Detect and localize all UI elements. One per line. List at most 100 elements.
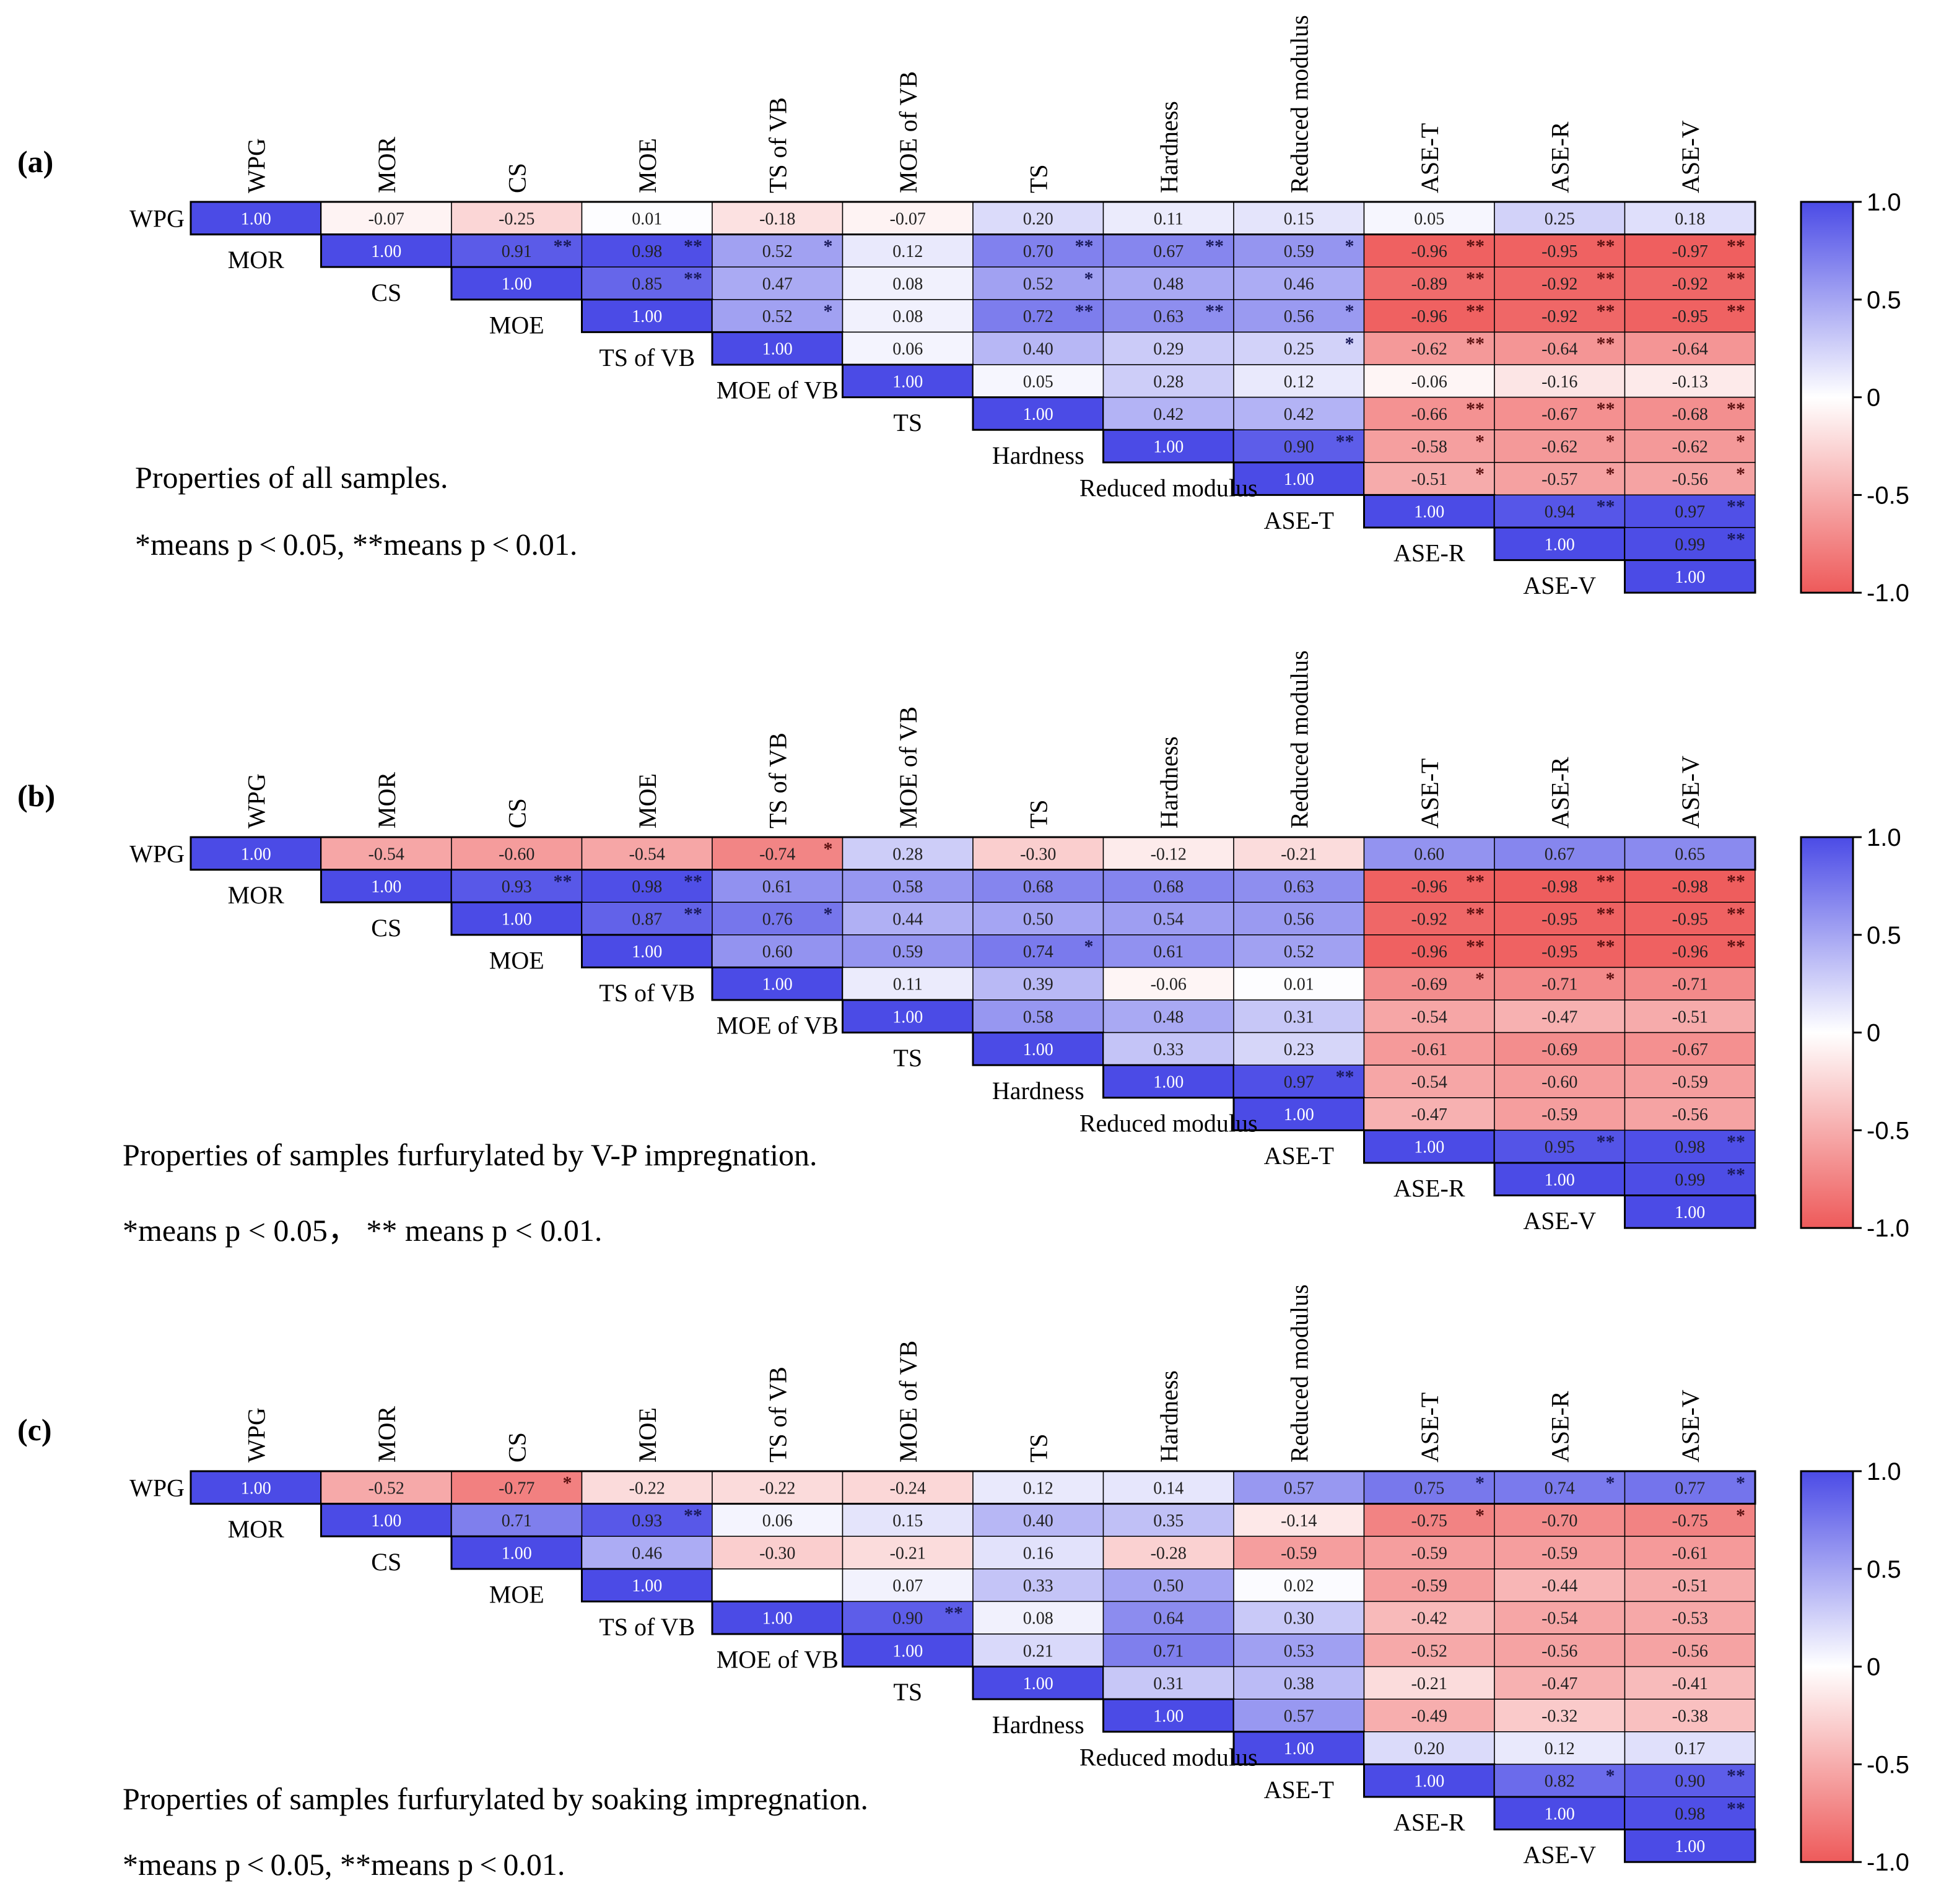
cell-value: 1.00 [1153, 1707, 1184, 1726]
row-label: MOE of VB [717, 376, 839, 404]
cell-value: 0.11 [893, 975, 923, 994]
cell-value: 0.71 [1153, 1641, 1184, 1661]
cell-value: -0.64 [1541, 340, 1577, 359]
heatmap-cell [1102, 902, 1234, 936]
heatmap-cell [1102, 1536, 1234, 1570]
cell-value: 0.91 [502, 242, 532, 261]
heatmap-cell [1232, 1097, 1365, 1131]
cell-value: 0.48 [1153, 1007, 1184, 1027]
cell-value: 0.12 [1545, 1739, 1575, 1758]
cell-value: 0.52 [762, 242, 793, 261]
top-row-frame [190, 836, 1756, 871]
cell-value: 0.01 [1284, 975, 1314, 994]
cell-value: -0.51 [1672, 1576, 1708, 1596]
heatmap-cell [1363, 1633, 1495, 1667]
heatmap-cell [1233, 299, 1365, 333]
significance-mark: ** [944, 1603, 963, 1624]
heatmap-cell [1363, 967, 1495, 1001]
heatmap-cell [1102, 1032, 1234, 1066]
cell-value: 0.63 [1284, 877, 1314, 897]
cell-value: -0.61 [1411, 1040, 1447, 1059]
cell-value: 1.00 [1675, 1203, 1705, 1222]
column-label: TS [1024, 1433, 1052, 1463]
column-label: TS [1024, 799, 1052, 828]
cell-value: -0.16 [1541, 372, 1577, 391]
heatmap-cell [712, 902, 844, 936]
top-row-frame [190, 201, 1756, 236]
colorbar [1800, 836, 1854, 1229]
column-label: WPG [242, 138, 270, 193]
colorbar-tick-label: -1.0 [1867, 1215, 1909, 1242]
cell-value: 0.74 [1023, 942, 1053, 962]
cell-value: 0.12 [892, 242, 923, 261]
cell-value: 0.93 [502, 877, 532, 897]
cell-value: -0.92 [1411, 910, 1447, 929]
heatmap-cell [1363, 1763, 1496, 1798]
row-label: Hardness [992, 441, 1084, 469]
cell-value: 0.40 [1023, 340, 1053, 359]
cell-value: -0.96 [1672, 942, 1708, 962]
column-label: MOE [634, 1407, 661, 1463]
cell-value: -0.21 [1411, 1674, 1447, 1693]
column-label: WPG [242, 773, 270, 828]
cell-value: -0.41 [1672, 1674, 1708, 1693]
significance-mark: ** [1466, 301, 1485, 321]
heatmap-cell [972, 1633, 1104, 1667]
significance-mark: ** [554, 871, 572, 892]
cell-value: -0.68 [1672, 405, 1708, 424]
significance-mark: * [1345, 334, 1354, 354]
cell-value: 0.70 [1023, 242, 1053, 261]
cell-value: 0.97 [1675, 503, 1705, 522]
cell-value: -0.77 [499, 1479, 534, 1498]
heatmap-panel-b: (b) WPG MOR CS MOE TS of VB MOE of VB TS Hardnes… [17, 650, 1909, 1248]
heatmap-cell [1363, 934, 1495, 968]
cell-value: 1.00 [371, 1511, 401, 1531]
cell-value: 0.46 [1284, 275, 1314, 294]
cell-value: 0.29 [1153, 340, 1184, 359]
cell-value: 0.02 [1284, 1576, 1314, 1596]
row-label: Reduced modulus [1079, 1109, 1258, 1137]
heatmap-cell [1624, 1097, 1756, 1131]
significance-mark: ** [1727, 301, 1745, 321]
heatmap-cell [972, 902, 1104, 936]
cell-value: 1.00 [892, 1007, 923, 1027]
significance-mark: * [1345, 301, 1354, 321]
heatmap-cell [450, 1535, 583, 1570]
cell-value: -0.59 [1672, 1073, 1708, 1092]
heatmap-cell [1494, 494, 1626, 528]
significance-mark: ** [1205, 301, 1224, 321]
cell-value: -0.96 [1411, 307, 1447, 326]
colorbar-tick-label: 0 [1867, 385, 1880, 412]
significance-mark: * [1606, 969, 1615, 989]
cell-value: 0.28 [1153, 372, 1184, 391]
cell-value: 0.99 [1675, 1170, 1705, 1189]
heatmap-cell [1624, 462, 1756, 496]
significance-mark: * [1084, 936, 1094, 957]
heatmap-cell [1624, 999, 1756, 1033]
heatmap-cell [1102, 233, 1234, 267]
heatmap-cell [842, 999, 974, 1034]
cell-value: 1.00 [1545, 1804, 1575, 1824]
heatmap-cell [1494, 1731, 1626, 1765]
heatmap-cell [1624, 527, 1756, 561]
cell-value: -0.98 [1541, 877, 1577, 897]
cell-value: 0.14 [1153, 1479, 1184, 1498]
cell-value: 0.16 [1023, 1544, 1053, 1563]
cell-value: 0.05 [1414, 209, 1444, 228]
row-label: ASE-V [1523, 1841, 1596, 1869]
cell-value: -0.97 [1672, 242, 1708, 261]
cell-value: -0.38 [1672, 1707, 1708, 1726]
colorbar [1800, 201, 1854, 594]
heatmap-cell [1102, 266, 1234, 300]
heatmap-cell [1363, 429, 1495, 463]
significance-mark: ** [684, 871, 702, 892]
heatmap-cell [1233, 331, 1365, 365]
cell-value: -0.60 [499, 845, 534, 864]
heatmap-cell [1363, 201, 1495, 235]
cell-value: 0.12 [1284, 372, 1314, 391]
row-label: ASE-T [1264, 1776, 1334, 1804]
cell-value: 1.00 [762, 340, 793, 359]
cell-value: 0.85 [632, 275, 662, 294]
cell-value: 0.21 [1023, 1641, 1053, 1661]
panel-caption: Properties of all samples. [135, 460, 448, 495]
